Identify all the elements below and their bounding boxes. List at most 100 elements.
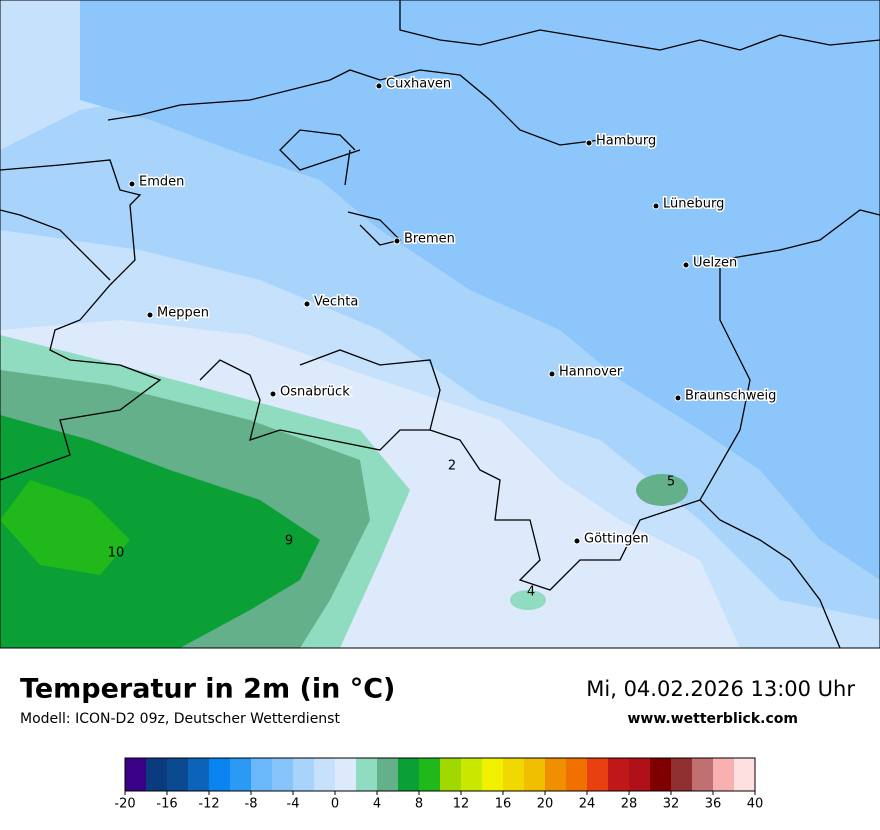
city-label: Göttingen [584,532,649,547]
city-dot [303,300,311,308]
border [399,0,880,51]
colorbar-tick-label: 40 [747,797,764,812]
map [0,0,880,649]
city-dot [682,261,690,269]
city-label: Hannover [559,365,623,380]
colorbar-box [524,758,545,791]
colorbar-box [503,758,524,791]
colorbar-box [650,758,671,791]
state-border [199,349,441,451]
contour-layer: 2 5 9 10 4 [108,459,675,600]
colorbar-box [272,758,293,791]
colorbar-box [251,758,272,791]
colorbar-tick-label: -8 [245,797,258,812]
colorbar-tick-label: 8 [415,797,423,812]
map-frame [0,0,880,649]
model-info: Modell: ICON-D2 09z, Deutscher Wetterdie… [20,711,340,727]
city-dot [652,202,660,210]
colorbar-tick-label: 12 [453,797,470,812]
city-label: Bremen [404,232,455,247]
contour-label: 9 [285,534,293,549]
city-dot [548,370,556,378]
border [0,159,162,481]
temp-area [0,480,130,575]
colorbar-box [671,758,692,791]
border [0,209,111,281]
colorbar-box [629,758,650,791]
colorbar-tick-label: 20 [537,797,554,812]
colorbar-tick-label: 36 [705,797,722,812]
colorbar-box [377,758,398,791]
colorbar-box [692,758,713,791]
contour-label: 5 [667,475,675,490]
colorbar-box [566,758,587,791]
contour-label: 4 [527,585,535,600]
city-label: Hamburg [596,134,656,149]
colorbar-tick-label: 16 [495,797,512,812]
state-border [429,209,880,591]
city-label: Osnabrück [280,385,350,400]
city-label: Cuxhaven [386,77,451,92]
colorbar-box [146,758,167,791]
contour-label: 10 [108,546,125,561]
city-layer: Cuxhaven Hamburg Emden Lüneburg Bremen Uelzen… [128,75,778,548]
colorbar-tick-label: -20 [114,797,135,812]
temp-area [0,415,320,648]
city-dot [128,180,136,188]
city-label: Uelzen [693,256,737,271]
city-dot [375,82,383,90]
colorbar-box [440,758,461,791]
colorbar-tick-label: 24 [579,797,596,812]
colorbar-tick-label: -4 [287,797,300,812]
coastline [279,129,361,186]
temp-area [80,0,880,580]
datetime: Mi, 04.02.2026 13:00 Uhr [586,677,855,701]
colorbar-box [167,758,188,791]
website: www.wetterblick.com [628,711,799,727]
colorbar-box [230,758,251,791]
city-label: Meppen [157,306,209,321]
colorbar-box [461,758,482,791]
city-label: Lüneburg [663,197,724,212]
colorbar-box [545,758,566,791]
colorbar-tick-label: 0 [331,797,339,812]
colorbar-box [734,758,755,791]
colorbar-tick-label: -16 [156,797,177,812]
colorbar-box [482,758,503,791]
city-dot [585,139,593,147]
city-label: Vechta [314,295,358,310]
colorbar-tick-label: 4 [373,797,381,812]
temp-area [510,590,546,610]
city-label: Braunschweig [685,389,776,404]
city-label: Emden [139,175,184,190]
city-dot [573,537,581,545]
colorbar-box [125,758,146,791]
city-dot [269,390,277,398]
coastline [107,69,601,146]
colorbar-box [713,758,734,791]
temp-area [636,474,688,506]
colorbar-box [314,758,335,791]
colorbar-box [356,758,377,791]
city-dot [393,237,401,245]
state-border [699,499,841,649]
colorbar-box [608,758,629,791]
colorbar-tick-label: 28 [621,797,638,812]
colorbar-box [587,758,608,791]
colorbar-tick-label: 32 [663,797,680,812]
colorbar: -20 -16 -12 -8 -4 0 4 8 12 16 20 24 28 32 36 40 [114,757,764,812]
colorbar-box [188,758,209,791]
colorbar-frame [124,757,756,792]
title: Temperatur in 2m (in °C) [20,674,395,705]
colorbar-tick-label: -12 [198,797,219,812]
colorbar-box [419,758,440,791]
city-dot [146,311,154,319]
colorbar-box [209,758,230,791]
colorbar-box [398,758,419,791]
colorbar-box [293,758,314,791]
city-dot [674,394,682,402]
colorbar-box [335,758,356,791]
contour-label: 2 [448,459,456,474]
